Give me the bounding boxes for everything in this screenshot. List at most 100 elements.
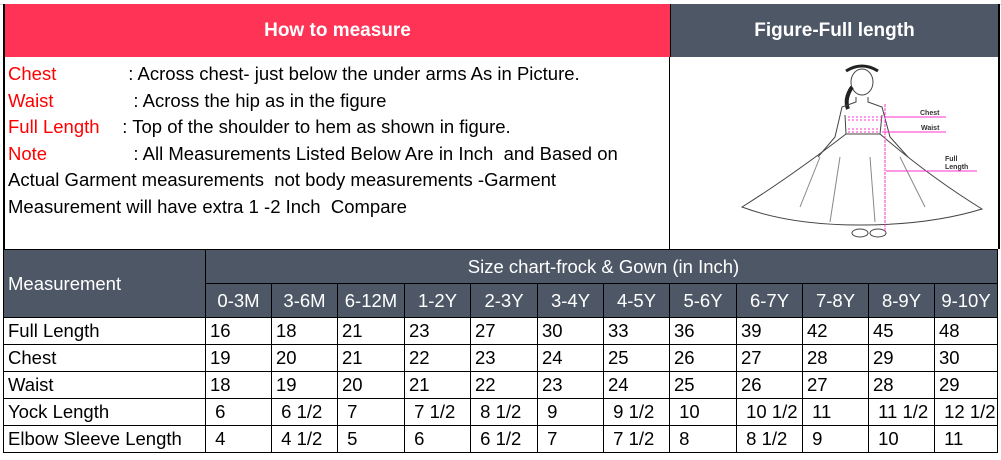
- table-cell: 21: [404, 371, 471, 399]
- row-label: Waist: [3, 371, 206, 399]
- size-header: 8-9Y: [868, 283, 935, 318]
- table-cell: 9 1/2: [603, 398, 670, 426]
- table-row: Chest 19 20 21 22 23 24 25 26 27 28 29 30: [3, 344, 998, 372]
- row-label: Chest: [3, 344, 206, 372]
- full-length-label-2: Length: [945, 164, 968, 171]
- figure-panel: Chest Waist Full Length: [670, 57, 1000, 249]
- table-cell: 12 1/2: [934, 398, 998, 426]
- table-cell: 27: [470, 317, 538, 345]
- instruction-text: Actual Garment measurements not body mea…: [8, 169, 557, 190]
- chest-label: Chest: [920, 110, 940, 117]
- table-cell: 7: [337, 398, 405, 426]
- table-cell: 30: [537, 317, 604, 345]
- size-header: 1-2Y: [404, 283, 471, 318]
- size-header: 6-7Y: [736, 283, 803, 318]
- table-cell: 24: [603, 371, 670, 399]
- table-row: Yock Length 6 6 1/2 7 7 1/2 8 1/2 9 9 1/…: [3, 398, 998, 426]
- size-header: 3-4Y: [537, 283, 604, 318]
- table-cell: 9: [802, 425, 869, 453]
- table-cell: 10 1/2: [736, 398, 803, 426]
- table-cell: 26: [669, 344, 737, 372]
- table-row: Elbow Sleeve Length 4 4 1/2 5 6 6 1/2 7 …: [3, 425, 998, 453]
- row-label: Elbow Sleeve Length: [3, 425, 206, 453]
- full-length-label-1: Full: [945, 156, 957, 163]
- table-cell: 25: [669, 371, 737, 399]
- table-cell: 22: [470, 371, 538, 399]
- instruction-line: Actual Garment measurements not body mea…: [5, 167, 669, 194]
- row-label: Full Length: [3, 317, 206, 345]
- instruction-text: : All Measurements Listed Below Are in I…: [118, 142, 618, 164]
- size-header: 6-12M: [337, 283, 405, 318]
- table-cell: 4: [205, 425, 272, 453]
- table-cell: 45: [868, 317, 935, 345]
- table-cell: 4 1/2: [271, 425, 338, 453]
- instruction-label: Chest: [8, 63, 57, 84]
- instruction-line: Waist : Across the hip as in the figure: [5, 88, 669, 115]
- table-cell: 16: [205, 317, 272, 345]
- measure-instructions: Chest : Across chest- just below the und…: [3, 57, 670, 249]
- table-cell: 7 1/2: [603, 425, 670, 453]
- table-row: Full Length 16 18 21 23 27 30 33 36 39 42 45 48: [3, 317, 998, 345]
- table-cell: 7 1/2: [404, 398, 471, 426]
- table-cell: 23: [404, 317, 471, 345]
- size-header: 9-10Y: [934, 283, 998, 318]
- size-header: 0-3M: [205, 283, 272, 318]
- size-chart-table: Measurement Size chart-frock & Gown (in …: [3, 249, 998, 453]
- size-header: 3-6M: [271, 283, 338, 318]
- table-cell: 7: [537, 425, 604, 453]
- table-cell: 10: [868, 425, 935, 453]
- table-cell: 5: [337, 425, 405, 453]
- table-cell: 30: [934, 344, 998, 372]
- table-cell: 11: [802, 398, 869, 426]
- table-cell: 23: [537, 371, 604, 399]
- instruction-label: Waist: [8, 89, 54, 111]
- table-cell: 29: [934, 371, 998, 399]
- instruction-text: : Across chest- just below the under arm…: [118, 63, 580, 84]
- size-header: 4-5Y: [603, 283, 670, 318]
- instruction-line: Chest : Across chest- just below the und…: [5, 61, 669, 88]
- table-cell: 24: [537, 344, 604, 372]
- size-header: 7-8Y: [802, 283, 869, 318]
- table-cell: 26: [736, 371, 803, 399]
- instruction-text: Measurement will have extra 1 -2 Inch Co…: [8, 195, 407, 217]
- measurement-header: Measurement: [3, 249, 206, 318]
- instruction-text: : Across the hip as in the figure: [118, 89, 387, 111]
- table-cell: 11: [934, 425, 998, 453]
- figure-header: Figure-Full length: [670, 4, 1000, 57]
- table-cell: 21: [337, 344, 405, 372]
- instruction-text: : Top of the shoulder to hem as shown in…: [112, 116, 511, 137]
- table-cell: 28: [868, 371, 935, 399]
- how-to-measure-header: How to measure: [3, 4, 670, 57]
- table-cell: 8: [669, 425, 737, 453]
- table-cell: 20: [337, 371, 405, 399]
- table-cell: 27: [802, 371, 869, 399]
- table-cell: 42: [802, 317, 869, 345]
- table-cell: 48: [934, 317, 998, 345]
- table-cell: 6: [205, 398, 272, 426]
- instruction-line: Measurement will have extra 1 -2 Inch Co…: [5, 194, 669, 221]
- waist-label: Waist: [921, 125, 940, 132]
- table-cell: 39: [736, 317, 803, 345]
- table-cell: 8 1/2: [470, 398, 538, 426]
- instruction-line: Full Length : Top of the shoulder to hem…: [5, 114, 669, 141]
- table-cell: 18: [271, 317, 338, 345]
- table-cell: 6: [404, 425, 471, 453]
- table-cell: 36: [669, 317, 737, 345]
- instruction-label: Note: [8, 142, 48, 164]
- table-cell: 18: [205, 371, 272, 399]
- table-cell: 28: [802, 344, 869, 372]
- table-cell: 29: [868, 344, 935, 372]
- table-cell: 6 1/2: [470, 425, 538, 453]
- table-cell: 6 1/2: [271, 398, 338, 426]
- instruction-label: Full Length: [8, 116, 100, 137]
- row-label: Yock Length: [3, 398, 206, 426]
- table-cell: 19: [271, 371, 338, 399]
- size-chart-title: Size chart-frock & Gown (in Inch): [205, 249, 998, 284]
- table-cell: 33: [603, 317, 670, 345]
- table-cell: 20: [271, 344, 338, 372]
- instruction-line: Note : All Measurements Listed Below Are…: [5, 141, 669, 168]
- table-cell: 23: [470, 344, 538, 372]
- table-cell: 11 1/2: [868, 398, 935, 426]
- table-cell: 25: [603, 344, 670, 372]
- table-cell: 22: [404, 344, 471, 372]
